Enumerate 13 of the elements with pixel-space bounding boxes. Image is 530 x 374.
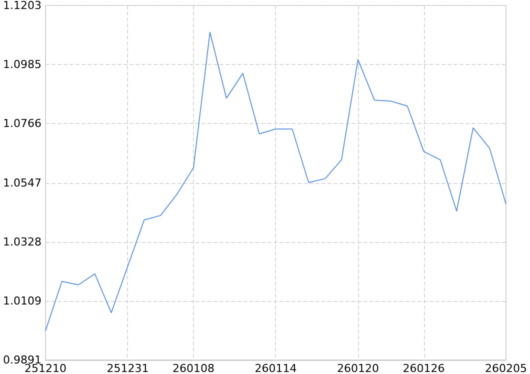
x-tick-label: 260205: [485, 362, 528, 374]
y-tick-label: 1.0109: [2, 294, 42, 308]
x-tick-label: 260108: [172, 362, 215, 374]
y-tick-label: 1.0766: [2, 117, 42, 130]
y-tick-label: 1.1203: [2, 0, 42, 12]
line-series: [44, 32, 507, 332]
y-tick-label: 1.0328: [2, 235, 42, 248]
y-tick-label: 1.0985: [2, 58, 42, 71]
y-tick-label: 1.0547: [2, 176, 42, 190]
x-tick-label: 251231: [106, 362, 149, 374]
x-tick-label: 260114: [254, 362, 297, 374]
x-tick-label: 260120: [336, 362, 379, 374]
x-tick-label: 260126: [402, 362, 445, 374]
